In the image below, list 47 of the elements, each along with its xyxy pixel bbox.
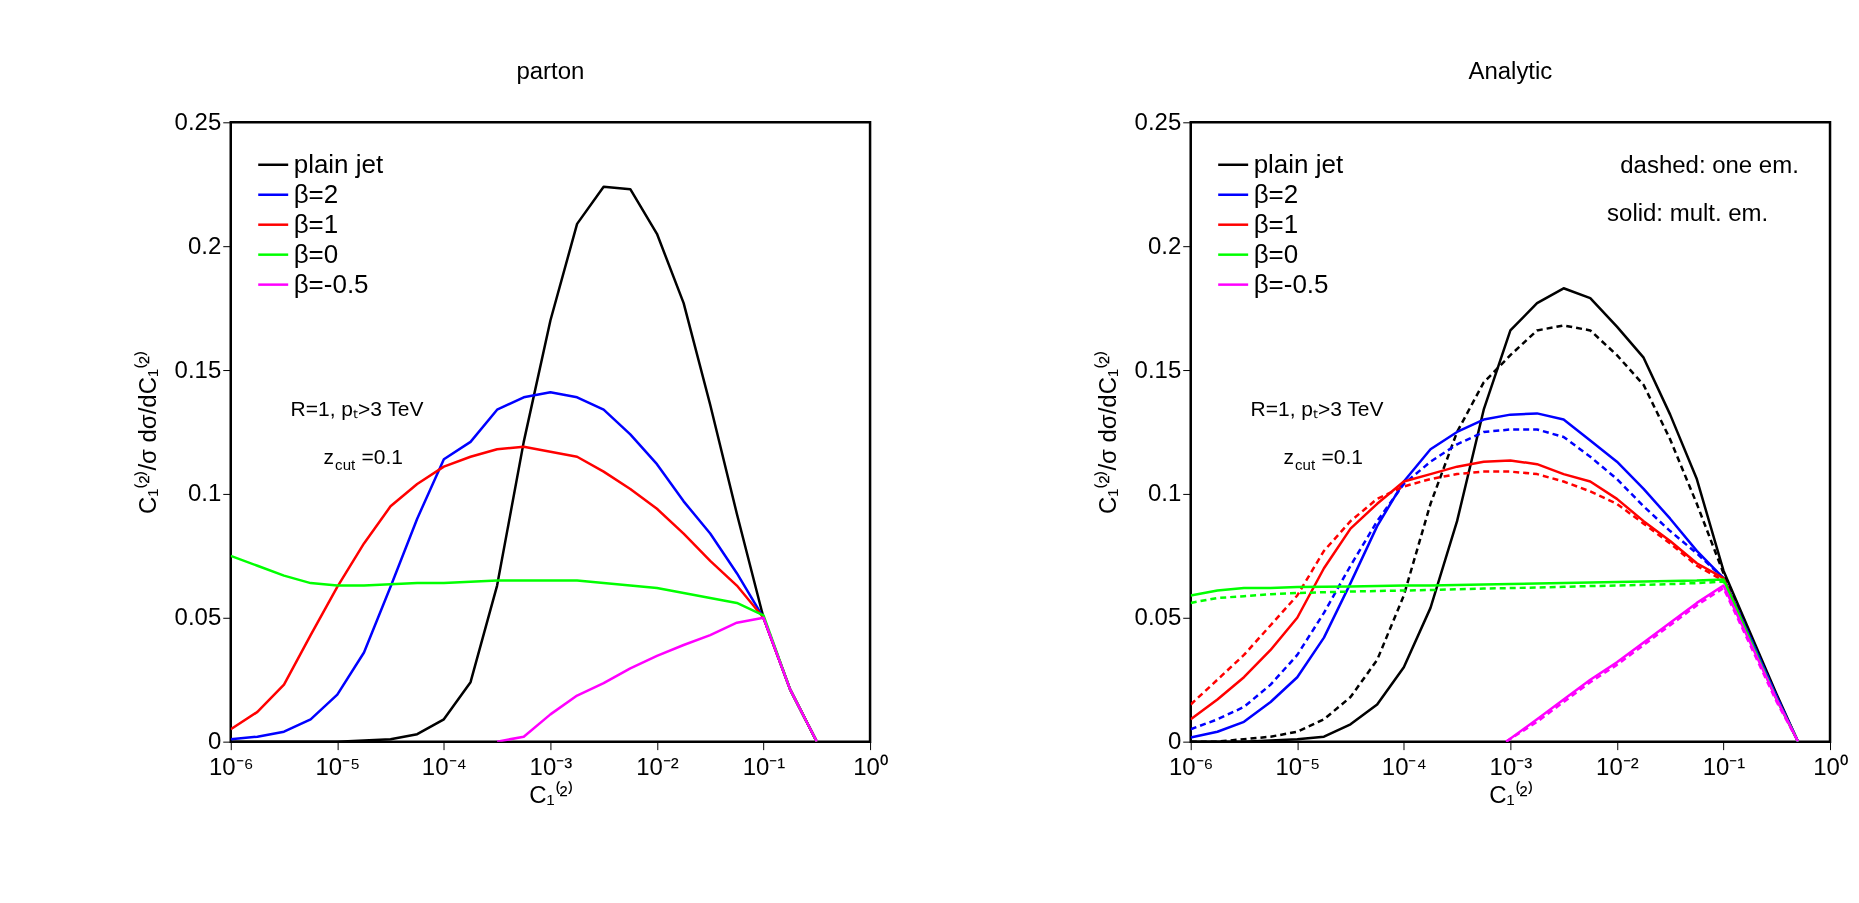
y-tick-label: 0.05 xyxy=(174,603,222,631)
x-tick-label: 10⁻² xyxy=(636,753,679,781)
x-axis-title: C₁⁽²⁾ xyxy=(1489,781,1533,809)
y-tick-label: 0.15 xyxy=(174,355,222,383)
y-tick-label: 0 xyxy=(207,727,222,755)
y-axis-title: C₁⁽²⁾/σ dσ/dC₁⁽²⁾ xyxy=(1093,350,1121,514)
legend-label: β=0 xyxy=(293,238,339,269)
x-tick-label: 10⁻⁶ xyxy=(208,753,254,781)
legend-label: β=2 xyxy=(293,178,339,209)
x-axis-title: C₁⁽²⁾ xyxy=(529,781,573,809)
chart-title: Analytic xyxy=(1468,57,1553,85)
x-tick-label: 10⁻⁴ xyxy=(1381,753,1427,781)
y-tick-label: 0.15 xyxy=(1134,355,1182,383)
legend-label: β=2 xyxy=(1253,178,1299,209)
y-tick-label: 0.1 xyxy=(1147,479,1182,507)
legend-label: plain jet xyxy=(1253,148,1344,179)
y-tick-label: 0.05 xyxy=(1134,603,1182,631)
x-tick-label: 10⁻² xyxy=(1596,753,1639,781)
legend-label: β=1 xyxy=(293,208,339,239)
y-tick-label: 0.1 xyxy=(187,479,222,507)
x-tick-label: 10⁻¹ xyxy=(742,753,786,781)
x-tick-label: 10⁻³ xyxy=(529,753,573,781)
x-tick-label: 10⁻⁵ xyxy=(315,753,361,781)
y-axis-title: C₁⁽²⁾/σ dσ/dC₁⁽²⁾ xyxy=(133,350,161,514)
y-tick-label: 0.2 xyxy=(1147,231,1182,259)
y-tick-label: 0 xyxy=(1167,727,1182,755)
x-tick-label: 10⁻⁵ xyxy=(1275,753,1321,781)
legend-label: plain jet xyxy=(293,148,384,179)
y-tick-label: 0.25 xyxy=(174,107,222,135)
annotation: R=1, pₜ>3 TeV xyxy=(1250,396,1384,420)
x-tick-label: 10⁻⁶ xyxy=(1168,753,1214,781)
x-tick-label: 10⁻⁴ xyxy=(421,753,467,781)
legend-label: β=-0.5 xyxy=(1253,268,1329,299)
chart-title: parton xyxy=(516,57,585,85)
legend-label: β=0 xyxy=(1253,238,1299,269)
x-tick-label: 10⁻³ xyxy=(1489,753,1533,781)
y-tick-label: 0.2 xyxy=(187,231,222,259)
annotation: dashed: one em. xyxy=(1620,151,1799,179)
legend-label: β=-0.5 xyxy=(293,268,369,299)
line-series xyxy=(495,616,818,742)
annotation: solid: mult. em. xyxy=(1607,199,1769,227)
x-tick-label: 10⁻¹ xyxy=(1702,753,1746,781)
x-tick-label: 10⁰ xyxy=(1813,753,1848,781)
y-tick-label: 0.25 xyxy=(1134,107,1182,135)
annotation: R=1, pₜ>3 TeV xyxy=(290,396,424,420)
x-tick-label: 10⁰ xyxy=(853,753,888,781)
legend-label: β=1 xyxy=(1253,208,1299,239)
